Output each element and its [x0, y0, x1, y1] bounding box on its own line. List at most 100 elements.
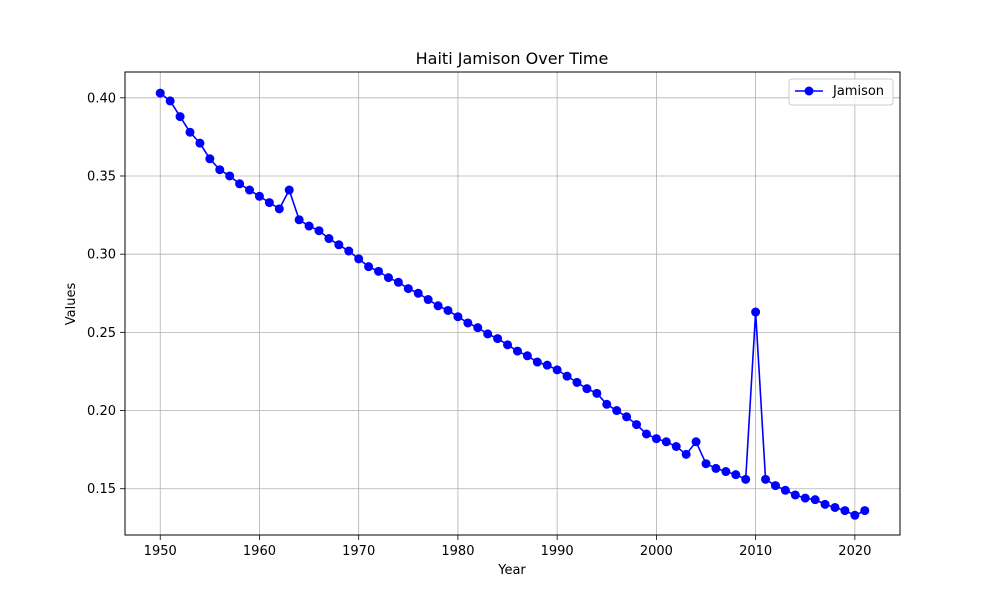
data-point-jamison [830, 502, 840, 512]
data-point-jamison [860, 506, 870, 516]
data-point-jamison [542, 360, 552, 370]
data-point-jamison [245, 185, 255, 195]
legend: Jamison [788, 78, 894, 106]
data-point-jamison [334, 240, 344, 250]
data-point-jamison [284, 185, 294, 195]
data-point-jamison [532, 357, 542, 367]
data-point-jamison [790, 490, 800, 500]
legend-label-jamison: Jamison [832, 84, 884, 99]
data-point-jamison [383, 273, 393, 283]
x-axis-label: Year [497, 563, 526, 578]
data-point-jamison [641, 429, 651, 439]
x-tick-label: 1970 [342, 544, 375, 559]
data-point-jamison [264, 198, 274, 208]
data-point-jamison [612, 406, 622, 416]
x-axis-ticks: 1950 1960 1970 1980 1990 2000 2010 2020 [144, 535, 871, 559]
data-point-jamison [582, 384, 592, 394]
data-point-jamison [661, 437, 671, 447]
y-tick-label: 0.40 [87, 91, 116, 106]
data-point-jamison [622, 412, 632, 422]
data-point-jamison [175, 112, 185, 122]
data-point-jamison [274, 204, 284, 214]
data-point-jamison [503, 340, 513, 350]
data-point-jamison [304, 221, 314, 231]
data-point-jamison [562, 371, 572, 381]
x-tick-label: 1960 [243, 544, 276, 559]
x-tick-label: 1990 [541, 544, 574, 559]
data-point-jamison [225, 171, 235, 181]
chart-title: Haiti Jamison Over Time [416, 49, 609, 68]
x-tick-label: 2000 [640, 544, 673, 559]
data-point-jamison [651, 434, 661, 444]
data-point-jamison [483, 329, 493, 339]
data-point-jamison [741, 474, 751, 484]
data-point-jamison [671, 441, 681, 451]
data-point-jamison [354, 254, 364, 264]
data-point-jamison [810, 495, 820, 505]
data-point-jamison [681, 449, 691, 459]
x-tick-label: 1980 [441, 544, 474, 559]
data-point-jamison [840, 506, 850, 516]
data-point-jamison [314, 226, 324, 236]
data-point-jamison [761, 474, 771, 484]
grid-lines [125, 72, 900, 535]
data-point-jamison [364, 262, 374, 272]
x-tick-label: 1950 [144, 544, 177, 559]
data-point-jamison [155, 88, 165, 98]
data-point-jamison [453, 312, 463, 322]
plot-frame [124, 71, 901, 536]
data-point-jamison [235, 179, 245, 189]
data-point-jamison [552, 365, 562, 375]
data-point-jamison [731, 470, 741, 480]
y-axis-ticks: 0.15 0.20 0.25 0.30 0.35 0.40 [87, 91, 125, 497]
data-point-jamison [324, 234, 334, 244]
data-point-jamison [602, 399, 612, 409]
data-point-jamison [493, 334, 503, 344]
data-point-jamison [413, 288, 423, 298]
data-point-jamison [294, 215, 304, 225]
data-point-jamison [205, 154, 215, 164]
data-point-jamison [850, 510, 860, 520]
data-point-jamison [572, 377, 582, 387]
data-point-jamison [751, 307, 761, 317]
data-point-jamison [195, 138, 205, 148]
y-tick-label: 0.30 [87, 248, 116, 263]
y-axis-label: Values [64, 283, 79, 326]
data-point-jamison [820, 499, 830, 509]
legend-box [788, 78, 894, 106]
data-point-jamison [711, 463, 721, 473]
data-point-jamison [433, 301, 443, 311]
y-tick-label: 0.15 [87, 482, 116, 497]
data-point-jamison [522, 351, 532, 361]
data-point-jamison [165, 96, 175, 106]
y-tick-label: 0.25 [87, 326, 116, 341]
data-point-jamison [721, 467, 731, 477]
data-point-jamison [691, 437, 701, 447]
data-point-jamison [374, 266, 384, 276]
data-point-jamison [215, 165, 225, 175]
data-point-jamison [393, 277, 403, 287]
y-tick-label: 0.35 [87, 169, 116, 184]
series-line-jamison [159, 92, 866, 517]
y-tick-label: 0.20 [87, 404, 116, 419]
data-point-jamison [254, 191, 264, 201]
data-point-jamison [701, 459, 711, 469]
data-point-jamison [780, 485, 790, 495]
data-point-jamison [592, 388, 602, 398]
data-point-jamison [800, 493, 810, 503]
legend-marker-jamison [804, 86, 814, 96]
data-point-jamison [443, 305, 453, 315]
data-point-jamison [185, 127, 195, 137]
data-point-jamison [473, 323, 483, 333]
data-point-jamison [344, 246, 354, 256]
data-point-jamison [512, 346, 522, 356]
data-point-jamison [403, 284, 413, 294]
x-tick-label: 2010 [739, 544, 772, 559]
data-point-jamison [423, 295, 433, 305]
data-point-jamison [632, 420, 642, 430]
data-point-jamison [463, 318, 473, 328]
series-layer [155, 88, 870, 520]
x-tick-label: 2020 [838, 544, 871, 559]
